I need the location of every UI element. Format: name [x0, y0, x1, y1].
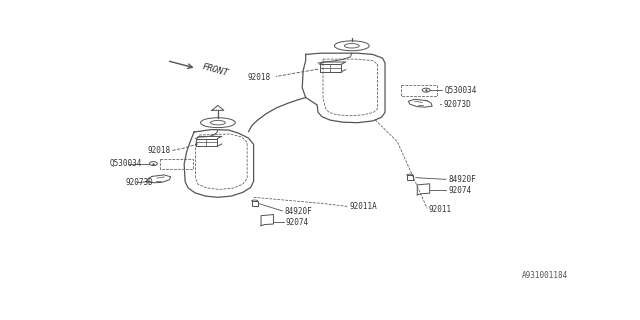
Text: FRONT: FRONT	[202, 62, 230, 77]
Text: 84920F: 84920F	[284, 207, 312, 216]
Text: 92074: 92074	[448, 186, 471, 195]
Bar	[407, 175, 413, 180]
Text: 84920F: 84920F	[448, 175, 476, 184]
Text: Q530034: Q530034	[445, 86, 477, 95]
Bar	[252, 201, 257, 206]
Text: 92073D: 92073D	[125, 178, 154, 187]
Text: 92018: 92018	[248, 73, 271, 82]
Text: 92018: 92018	[147, 146, 170, 155]
Text: 92011: 92011	[429, 205, 452, 214]
Text: 92074: 92074	[286, 218, 309, 227]
Text: 92073D: 92073D	[443, 100, 471, 109]
Text: Q530034: Q530034	[110, 159, 142, 168]
Text: A931001184: A931001184	[522, 271, 568, 280]
Text: 92011A: 92011A	[349, 203, 377, 212]
